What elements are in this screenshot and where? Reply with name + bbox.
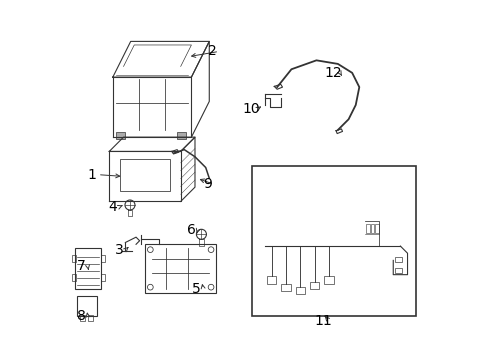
- Bar: [395, 257, 402, 262]
- Bar: [395, 267, 402, 273]
- Text: 11: 11: [314, 314, 332, 328]
- Text: 8: 8: [77, 310, 86, 323]
- Text: 9: 9: [203, 177, 212, 191]
- Bar: [267, 276, 276, 284]
- Bar: [80, 315, 85, 321]
- Bar: [177, 132, 186, 139]
- Bar: [296, 287, 305, 294]
- Bar: [367, 224, 370, 233]
- Text: 5: 5: [193, 282, 201, 296]
- Bar: [117, 132, 125, 139]
- Text: 4: 4: [108, 200, 117, 214]
- Text: 3: 3: [115, 243, 123, 257]
- Text: 7: 7: [77, 260, 86, 274]
- Bar: [88, 315, 93, 321]
- Bar: [324, 276, 334, 284]
- Bar: [101, 274, 104, 281]
- Text: 2: 2: [208, 44, 217, 58]
- Bar: [375, 224, 379, 233]
- Bar: [371, 224, 374, 233]
- Bar: [120, 158, 170, 191]
- Bar: [75, 248, 101, 289]
- Text: 6: 6: [187, 223, 196, 237]
- Text: 1: 1: [87, 168, 96, 182]
- Bar: [310, 282, 319, 289]
- Bar: [73, 274, 76, 281]
- Bar: [252, 166, 416, 316]
- Bar: [145, 244, 217, 293]
- Bar: [101, 255, 104, 262]
- Text: 12: 12: [325, 66, 343, 80]
- Bar: [77, 296, 97, 316]
- Bar: [281, 284, 291, 291]
- Text: 10: 10: [243, 102, 260, 116]
- Bar: [73, 255, 76, 262]
